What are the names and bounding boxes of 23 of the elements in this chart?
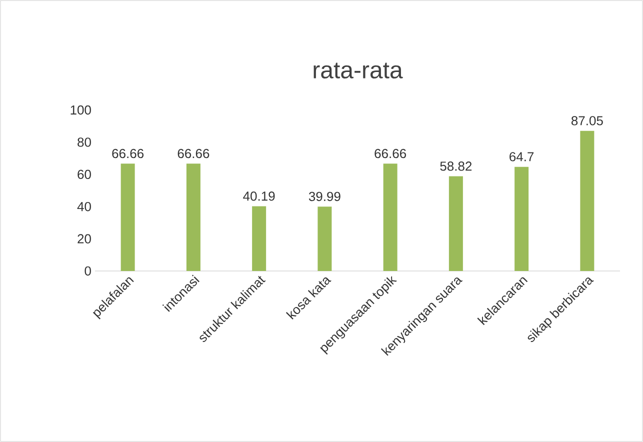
data-label: 66.66	[112, 148, 144, 158]
data-label: 40.19	[243, 192, 275, 201]
bar	[580, 130, 594, 271]
data-label: 64.7	[510, 152, 534, 162]
bar	[252, 206, 266, 271]
y-tick-label: 0	[84, 266, 91, 276]
bar	[514, 166, 529, 271]
bar	[448, 176, 463, 271]
bar	[120, 164, 135, 271]
y-tick-label: 40	[77, 202, 91, 212]
data-label: 66.66	[374, 148, 406, 158]
bar	[383, 164, 398, 271]
data-label: 87.05	[571, 116, 603, 126]
data-label: 39.99	[308, 192, 340, 202]
bar	[318, 206, 332, 271]
bar	[186, 164, 200, 271]
y-tick-label: 60	[78, 170, 91, 179]
y-tick-label: 20	[78, 234, 91, 244]
data-label: 66.66	[178, 148, 210, 158]
y-tick-label: 100	[70, 105, 91, 115]
chart-title: rata-rata	[314, 62, 403, 78]
y-tick-label: 80	[78, 138, 91, 147]
data-label: 58.82	[440, 162, 472, 171]
